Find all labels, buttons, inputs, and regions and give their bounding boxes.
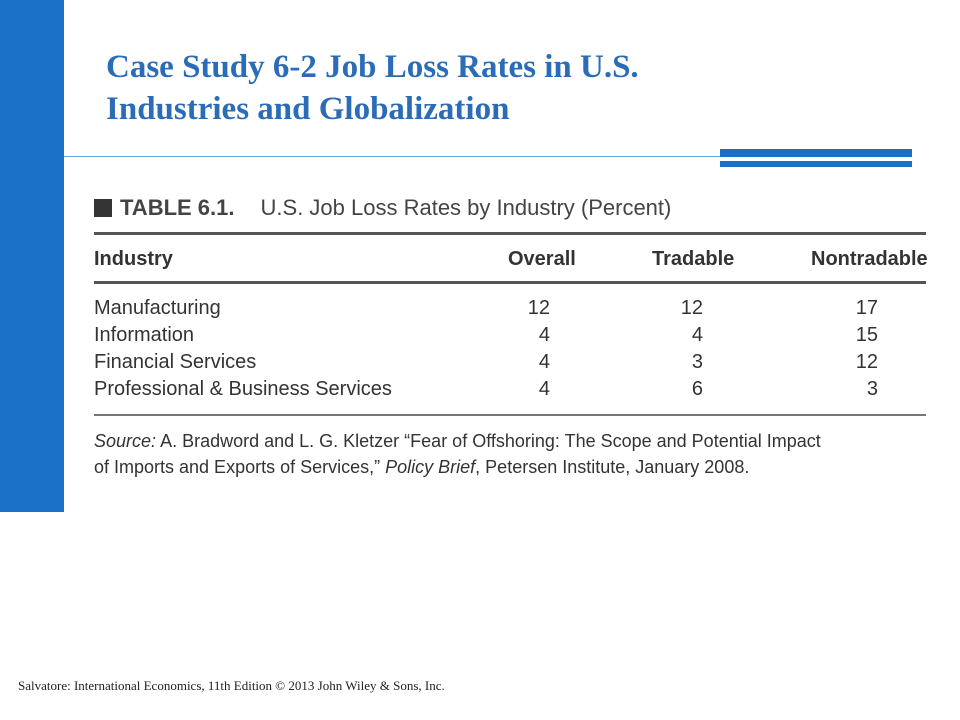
cell-industry: Manufacturing bbox=[94, 297, 221, 319]
cell-overall: 4 bbox=[538, 324, 550, 346]
cell-tradable: 6 bbox=[691, 378, 703, 400]
column-header-tradable: Tradable bbox=[652, 248, 735, 270]
table-source-note: Source: A. Bradword and L. G. Kletzer “F… bbox=[94, 428, 934, 480]
source-text-1: A. Bradword and L. G. Kletzer “Fear of O… bbox=[160, 431, 821, 451]
left-accent-bar bbox=[0, 0, 64, 512]
cell-industry: Information bbox=[94, 324, 195, 346]
cell-overall: 12 bbox=[527, 297, 550, 319]
table-header-rule bbox=[94, 281, 926, 284]
accent-bar-lower bbox=[720, 161, 912, 167]
table-row: Financial Services 4 3 12 bbox=[94, 349, 926, 376]
source-text-2a: of Imports and Exports of Services,” bbox=[94, 457, 381, 477]
cell-nontradable: 17 bbox=[855, 297, 878, 319]
source-publication: Policy Brief bbox=[385, 457, 476, 477]
slide-title: Case Study 6-2 Job Loss Rates in U.S. In… bbox=[106, 46, 926, 130]
source-text-2c: , Petersen Institute, January 2008. bbox=[475, 457, 750, 477]
cell-overall: 4 bbox=[538, 378, 550, 400]
table-row: Information 4 4 15 bbox=[94, 322, 926, 349]
source-line-2: of Imports and Exports of Services,” Pol… bbox=[94, 454, 934, 480]
table-caption: U.S. Job Loss Rates by Industry (Percent… bbox=[260, 195, 672, 220]
column-header-nontradable: Nontradable bbox=[811, 248, 928, 270]
source-line-1: Source: A. Bradword and L. G. Kletzer “F… bbox=[94, 428, 934, 454]
cell-nontradable: 12 bbox=[855, 351, 878, 373]
table-row: Manufacturing 12 12 17 bbox=[94, 295, 926, 322]
table-number: TABLE 6.1. bbox=[120, 195, 235, 220]
table-header-row: Industry Overall Tradable Nontradable bbox=[94, 246, 928, 273]
table-top-rule bbox=[94, 232, 926, 235]
cell-overall: 4 bbox=[538, 351, 550, 373]
cell-nontradable: 15 bbox=[855, 324, 878, 346]
cell-industry: Professional & Business Services bbox=[94, 378, 392, 400]
cell-industry: Financial Services bbox=[94, 351, 257, 373]
table-bottom-rule bbox=[94, 414, 926, 416]
slide-footer: Salvatore: International Economics, 11th… bbox=[18, 678, 445, 693]
title-divider bbox=[64, 156, 912, 157]
cell-tradable: 4 bbox=[691, 324, 703, 346]
slide-title-line-2: Industries and Globalization bbox=[106, 91, 510, 127]
column-header-overall: Overall bbox=[508, 248, 576, 270]
slide-title-line-1: Case Study 6-2 Job Loss Rates in U.S. bbox=[106, 49, 639, 85]
cell-tradable: 12 bbox=[680, 297, 703, 319]
table-heading: TABLE 6.1. U.S. Job Loss Rates by Indust… bbox=[94, 193, 671, 223]
source-label: Source: bbox=[94, 431, 157, 451]
column-header-industry: Industry bbox=[94, 248, 173, 270]
accent-bar-upper bbox=[720, 149, 912, 157]
cell-nontradable: 3 bbox=[866, 378, 878, 400]
table-marker-square-icon bbox=[94, 199, 112, 217]
table-row: Professional & Business Services 4 6 3 bbox=[94, 376, 926, 403]
cell-tradable: 3 bbox=[691, 351, 703, 373]
